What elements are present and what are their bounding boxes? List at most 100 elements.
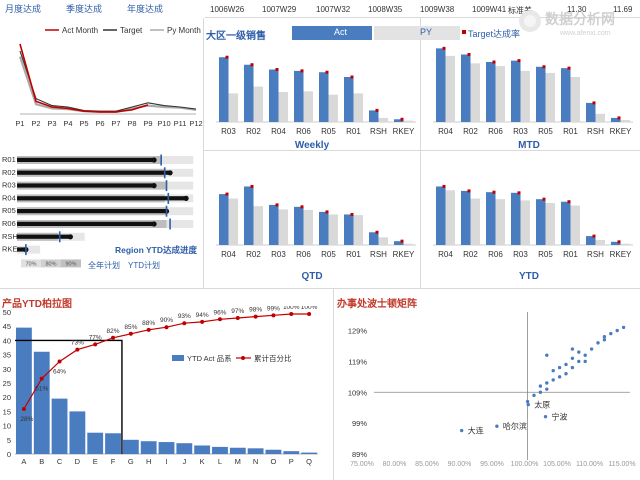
target-marker [400,239,404,243]
scatter-point [602,334,607,339]
scatter-point [570,356,575,361]
pareto-bar [140,441,157,454]
act-bar [369,232,379,245]
scatter-point [609,331,613,336]
point-label: 太原 [534,400,550,410]
cumulative-point [111,335,116,340]
x-tick: G [128,457,134,466]
act-bar [486,62,496,122]
x-tick: 110.00% [576,461,603,468]
x-tick: A [21,457,26,466]
week-cell[interactable]: 1006W26 [210,5,245,14]
category-label: RSH [587,250,604,259]
tick-label: P2 [31,119,40,128]
py-bar [228,198,238,245]
act-bar [269,204,279,245]
target-marker [467,53,471,56]
pct-label: 90% [160,317,173,324]
category-label: R03 [271,250,286,259]
week-cell[interactable]: 1009W38 [420,5,455,14]
scatter-point [525,399,530,404]
x-tick: O [271,457,277,466]
y-tick: 35 [3,351,11,360]
act-bar [436,186,446,245]
tab-quarterly[interactable]: 季度达成 [66,4,103,14]
legend-label: Act Month [62,26,98,35]
x-tick: K [200,457,205,466]
act-bar [611,117,621,122]
act-bar [394,119,404,122]
category-label: R01 [563,250,578,259]
week-cell[interactable]: 1008W35 [368,5,403,14]
bullet-actual [17,196,187,201]
scale-band [61,259,81,268]
cumulative-point [271,313,276,318]
target-marker [517,59,521,63]
scale-label: 70% [25,262,36,268]
category-label: R04 [221,250,236,259]
target-marker [567,200,571,204]
cumulative-point [128,331,133,336]
x-tick: E [93,457,98,466]
cumulative-point [182,321,187,326]
bullet-dot [151,221,157,227]
cumulative-point [39,376,44,381]
act-bar [244,186,254,245]
tab-yearly[interactable]: 年度达成 [127,4,164,14]
pareto-bar [51,398,68,454]
legend-act-swatch: Act [292,26,372,40]
scale-band [21,259,41,268]
target-marker [325,210,329,214]
matrix-chart: 89% 99% 109% 119% 129% 75.00% 80.00% 85.00% 90.0… [348,312,636,468]
region-label: R02 [2,168,16,177]
scatter-point [589,347,594,351]
std-strip: 标准差 11.30 11.69 [505,0,640,18]
cumulative-point [217,317,222,322]
y-tick: 99% [352,419,367,428]
pareto-bar [16,327,32,454]
tab-monthly[interactable]: 月度达成 [5,4,42,14]
pct-label: 64% [53,369,66,376]
week-cell[interactable]: 1009W41 [472,5,507,14]
scatter-point [538,390,543,394]
category-label: R06 [296,250,311,259]
scatter-point [545,381,549,385]
region-label: R03 [2,181,16,190]
cumulative-point [75,347,80,352]
py-bar [570,205,580,245]
target-marker [617,116,621,120]
scatter-point [615,328,619,333]
pareto-title: 产品YTD柏拉图 [2,294,72,312]
act-bar [436,48,446,123]
y-tick: 10 [3,422,11,431]
target-marker [275,68,279,71]
pct-label: 94% [196,312,209,319]
py-bar [278,209,288,245]
week-cell[interactable]: 1007W32 [316,5,351,14]
labeled-point [495,424,499,428]
py-bar [303,91,313,122]
category-label: R03 [513,250,528,259]
std-value-1: 11.30 [567,5,587,14]
week-cell[interactable]: 1007W29 [262,5,297,14]
target-marker [492,190,496,194]
scatter-point [570,347,575,351]
tick-label: P5 [79,119,88,128]
category-label: R06 [488,250,503,259]
target-marker [542,197,546,201]
pareto-bar [105,433,121,454]
target-marker [617,240,621,244]
scatter-point [551,378,555,382]
category-label: R06 [296,127,311,136]
x-tick: 100.00% [511,461,539,468]
category-label: R01 [563,127,578,136]
target-marker [300,69,304,73]
pct-label: 97% [231,308,244,315]
act-bar [344,77,354,122]
act-bar [586,236,596,245]
scatter-point [564,362,568,367]
target-marker [250,184,254,188]
sales-header: 大区一级销售 [206,31,266,42]
scatter-point [545,353,549,357]
x-tick: 80.00% [383,461,407,468]
